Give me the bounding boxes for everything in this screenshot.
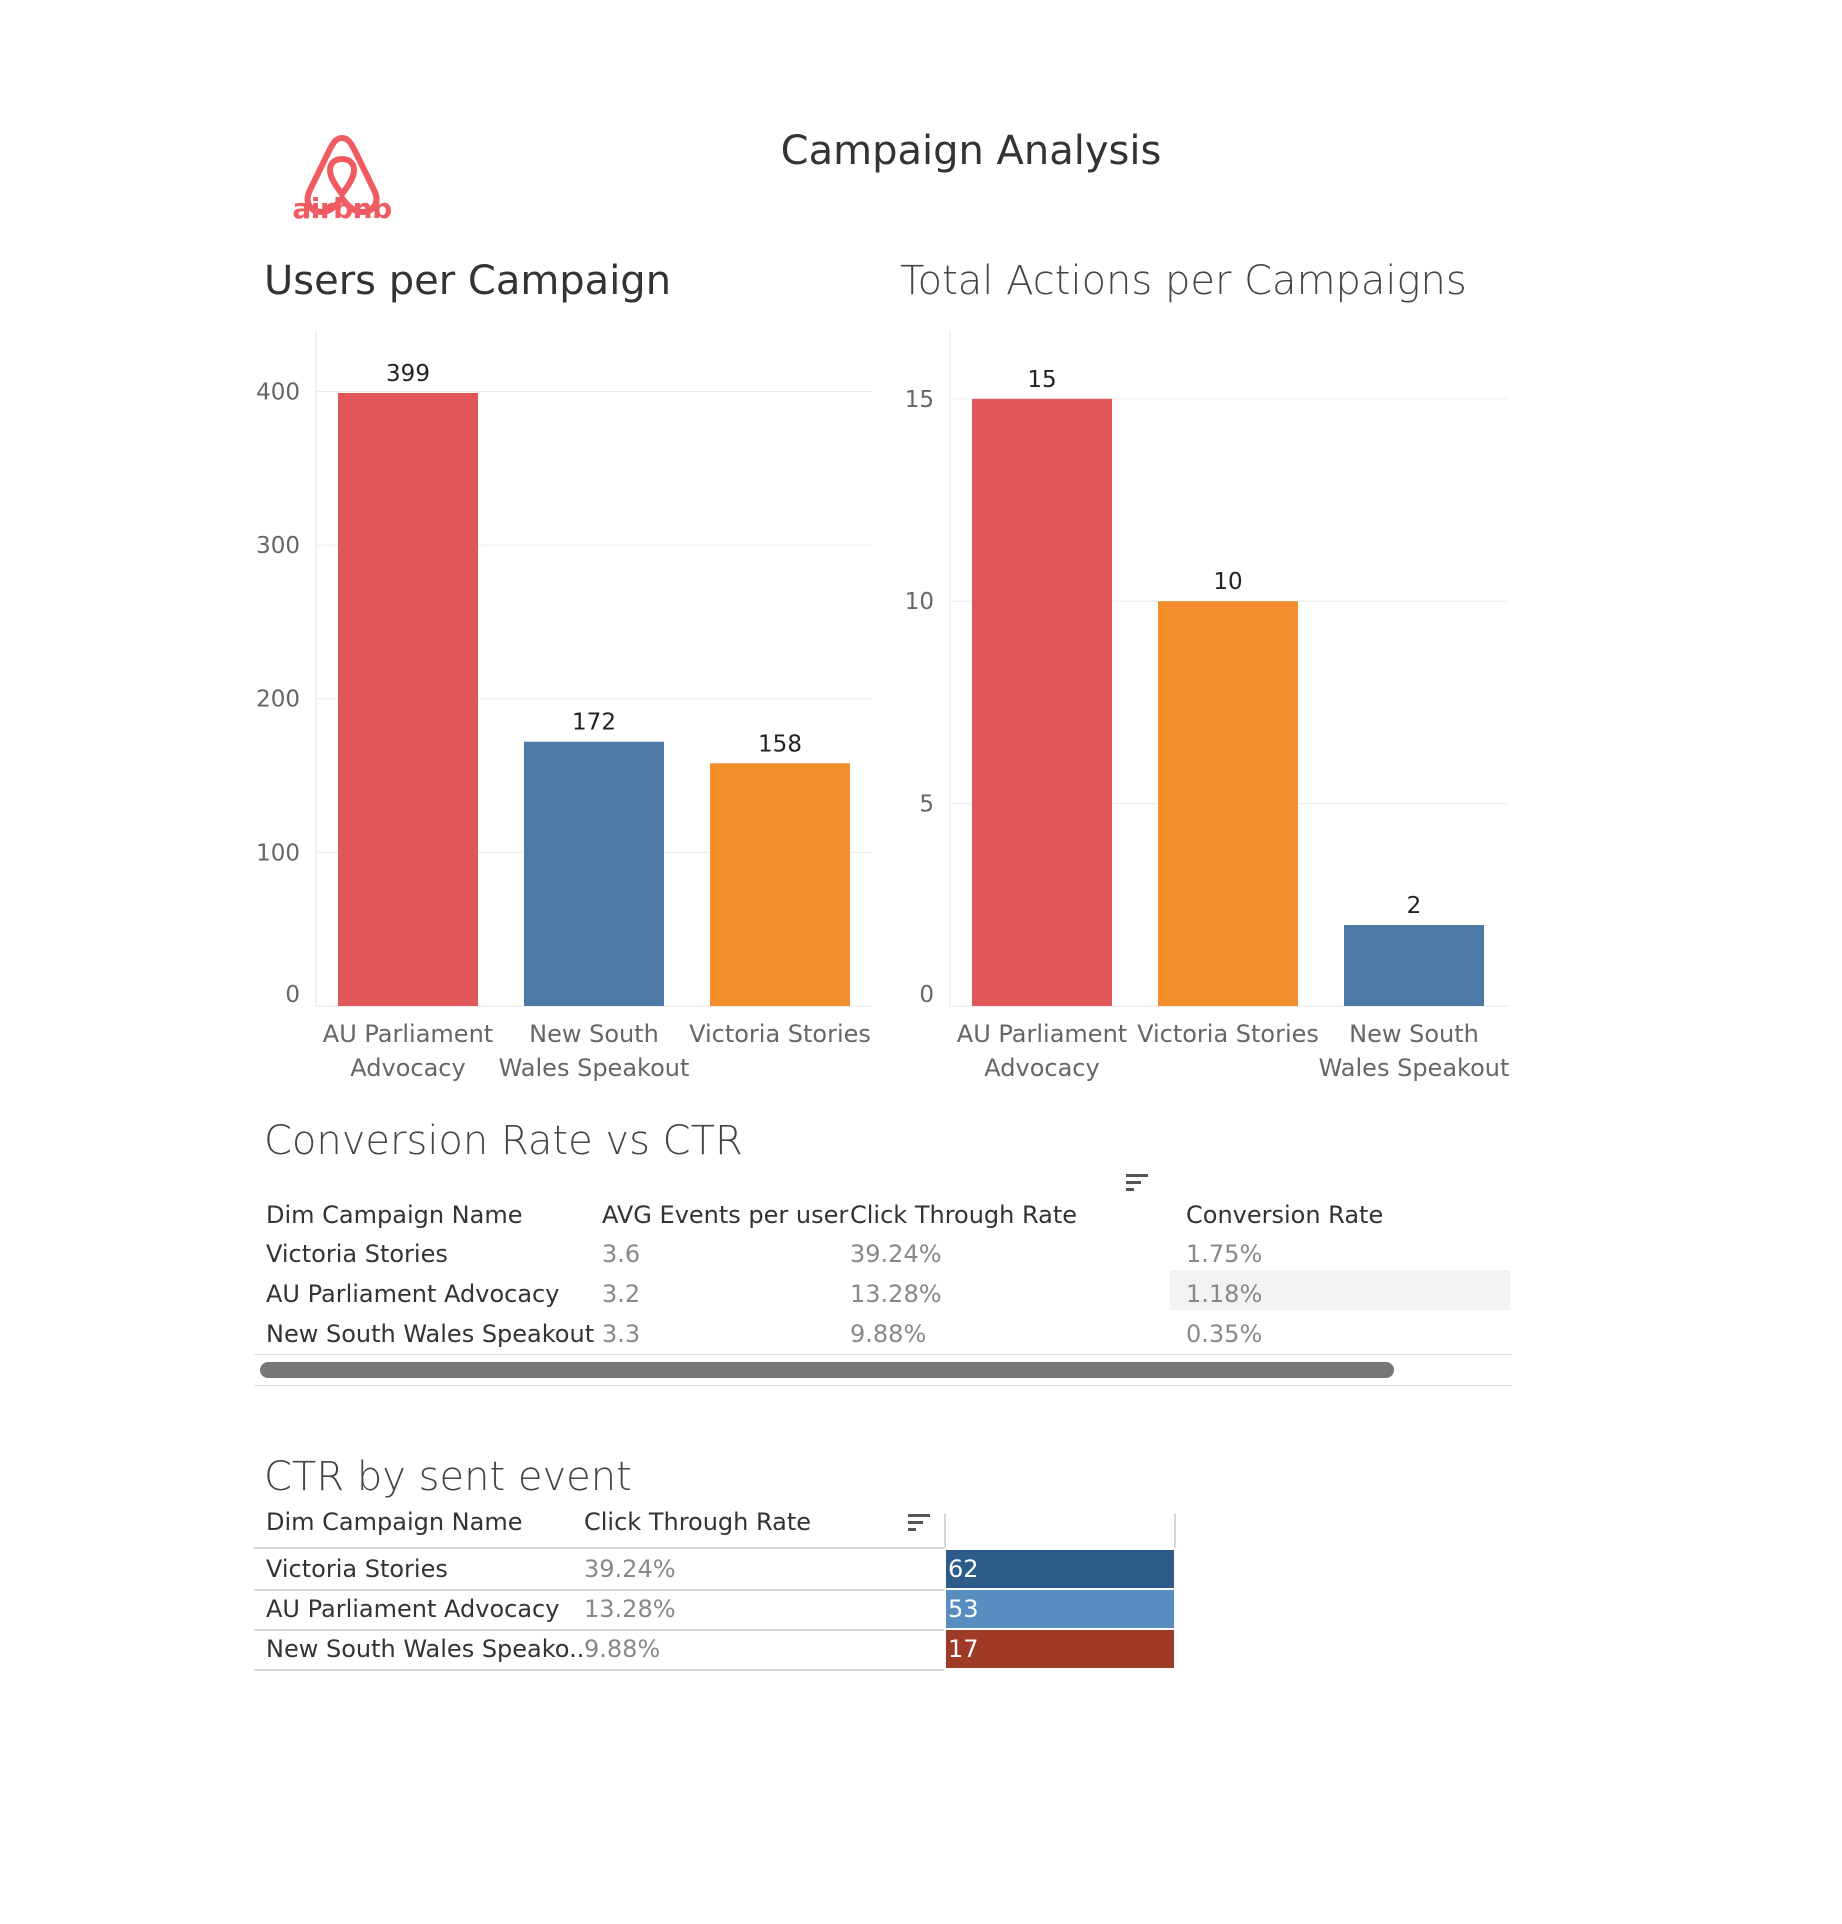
horizontal-scrollbar[interactable]	[254, 1354, 1512, 1386]
users-category-label: Wales Speakout	[499, 1054, 690, 1082]
logo-text: airbnb	[292, 192, 392, 225]
actions-y-tick-label: 15	[905, 387, 934, 413]
heat-cell[interactable]: 17	[946, 1630, 1174, 1668]
conversion-table-title: Conversion Rate vs CTR	[264, 1118, 743, 1164]
conversion-value: 1.18%	[1186, 1280, 1263, 1308]
actions-data-label: 10	[1213, 569, 1242, 595]
actions-category-label: Victoria Stories	[1137, 1020, 1319, 1048]
avg-events: 3.3	[602, 1320, 641, 1348]
campaign-name: Victoria Stories	[266, 1240, 448, 1268]
avg-events: 3.2	[602, 1280, 641, 1308]
actions-category-label: New South	[1349, 1020, 1479, 1048]
table-row[interactable]: AU Parliament Advocacy 13.28%	[254, 1589, 944, 1631]
users-y-tick-label: 200	[256, 687, 300, 713]
users-y-tick-label: 0	[285, 982, 300, 1008]
campaign-name: Victoria Stories	[266, 1555, 448, 1583]
airbnb-logo-icon	[304, 135, 380, 215]
scrollbar-thumb[interactable]	[260, 1362, 1394, 1378]
heat-cell[interactable]: 53	[946, 1590, 1174, 1628]
heat-header-divider	[1174, 1514, 1176, 1548]
ctr-value: 13.28%	[584, 1595, 676, 1623]
table-row[interactable]: Victoria Stories 39.24%	[254, 1549, 944, 1591]
actions-data-label: 15	[1027, 367, 1056, 393]
users-bar	[338, 392, 478, 1006]
table-row[interactable]: Victoria Stories 3.6 39.24% 1.75%	[266, 1234, 1516, 1274]
heat-cell[interactable]: 62	[946, 1550, 1174, 1588]
users-category-label: Victoria Stories	[689, 1020, 871, 1048]
users-category-label: New South	[529, 1020, 659, 1048]
ctr-value: 9.88%	[584, 1635, 661, 1663]
actions-bar	[1158, 601, 1298, 1006]
actions-chart-title: Total Actions per Campaigns	[900, 258, 1467, 304]
ctr-value: 39.24%	[850, 1240, 942, 1268]
users-chart-title: Users per Campaign	[264, 258, 672, 304]
campaign-name: New South Wales Speako..	[266, 1635, 585, 1663]
ctr-value: 13.28%	[850, 1280, 942, 1308]
col-header-ctr[interactable]: Click Through Rate	[584, 1508, 812, 1536]
actions-data-label: 2	[1407, 893, 1422, 919]
sort-icon[interactable]	[908, 1514, 932, 1532]
ctr-value: 9.88%	[850, 1320, 927, 1348]
ctr-table-title: CTR by sent event	[264, 1454, 632, 1500]
users-data-label: 172	[572, 710, 616, 736]
users-bar	[524, 741, 664, 1006]
actions-category-label: AU Parliament	[957, 1020, 1127, 1048]
actions-bar	[1344, 925, 1484, 1006]
actions-category-label: Advocacy	[984, 1054, 1099, 1082]
actions-y-tick-label: 0	[919, 982, 934, 1008]
table-row[interactable]: New South Wales Speakout 3.3 9.88% 0.35%	[266, 1314, 1516, 1354]
conversion-value: 0.35%	[1186, 1320, 1263, 1348]
col-header-campaign[interactable]: Dim Campaign Name	[266, 1508, 523, 1536]
campaign-name: AU Parliament Advocacy	[266, 1595, 560, 1623]
page-title: Campaign Analysis	[780, 128, 1162, 174]
conversion-value: 1.75%	[1186, 1240, 1263, 1268]
sort-icon[interactable]	[1126, 1174, 1150, 1192]
actions-bar	[972, 398, 1112, 1007]
campaign-name: New South Wales Speakout	[266, 1320, 595, 1348]
highlighted-row	[1170, 1270, 1510, 1310]
ctr-value: 39.24%	[584, 1555, 676, 1583]
users-y-tick-label: 100	[256, 840, 300, 866]
users-data-label: 399	[386, 361, 430, 387]
users-data-label: 158	[758, 731, 802, 757]
users-bar	[710, 763, 850, 1006]
actions-category-label: Wales Speakout	[1319, 1054, 1510, 1082]
col-header-campaign[interactable]: Dim Campaign Name	[266, 1201, 523, 1229]
users-y-tick-label: 400	[256, 379, 300, 405]
col-header-avg-events[interactable]: AVG Events per user	[602, 1201, 849, 1229]
col-header-conversion[interactable]: Conversion Rate	[1186, 1201, 1384, 1229]
users-category-label: AU Parliament	[323, 1020, 493, 1048]
users-category-label: Advocacy	[350, 1054, 465, 1082]
table-row[interactable]: AU Parliament Advocacy 3.2 13.28% 1.18%	[266, 1274, 1516, 1314]
actions-y-tick-label: 5	[919, 792, 934, 818]
col-header-ctr[interactable]: Click Through Rate	[850, 1201, 1078, 1229]
actions-y-tick-label: 10	[905, 589, 934, 615]
users-y-tick-label: 300	[256, 533, 300, 559]
header-divider	[254, 1547, 944, 1549]
conversion-table: Dim Campaign Name AVG Events per user Cl…	[266, 1196, 1516, 1354]
avg-events: 3.6	[602, 1240, 641, 1268]
table-row[interactable]: New South Wales Speako.. 9.88%	[254, 1629, 944, 1671]
campaign-name: AU Parliament Advocacy	[266, 1280, 560, 1308]
heat-header-divider	[944, 1514, 946, 1548]
